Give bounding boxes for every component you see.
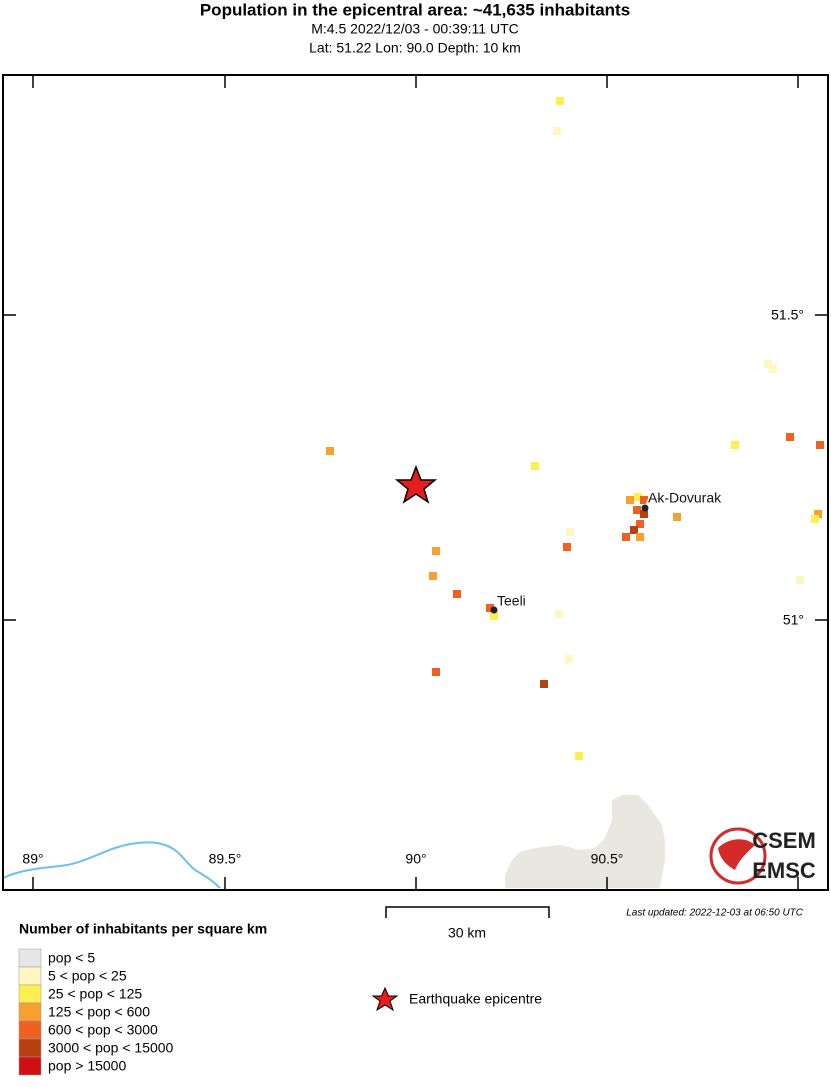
y-label: 51° [783, 612, 804, 628]
population-cell [555, 610, 563, 618]
population-cell [531, 462, 539, 470]
population-cell [816, 441, 824, 449]
x-label: 90.5° [591, 851, 624, 867]
population-cell [429, 572, 437, 580]
scale-bar: 30 km [385, 906, 550, 941]
population-cell [731, 441, 739, 449]
population-cell [486, 604, 494, 612]
population-cell [432, 668, 440, 676]
title: Population in the epicentral area: ~41,6… [200, 0, 630, 19]
low-density-area [505, 795, 665, 888]
legend-title: Number of inhabitants per square km [19, 921, 267, 937]
logo: CSEM EMSC [709, 827, 816, 885]
river [2, 841, 221, 889]
population-cell [630, 526, 638, 534]
scale-line [385, 906, 550, 918]
population-cell [432, 547, 440, 555]
legend-label: 600 < pop < 3000 [48, 1022, 158, 1038]
population-cell [796, 576, 804, 584]
legend-swatch [18, 1002, 42, 1022]
population-cell [326, 447, 334, 455]
population-cell [634, 493, 642, 501]
population-cell [636, 533, 644, 541]
population-cell [786, 433, 794, 441]
legend-swatch [18, 1056, 42, 1076]
city-label: Ak-Dovurak [648, 490, 722, 506]
population-cell [453, 590, 461, 598]
population-cell [640, 496, 648, 504]
population-cell [553, 127, 561, 135]
legend-label: pop < 5 [48, 950, 95, 966]
legend-swatch [18, 948, 42, 968]
y-label: 51.5° [771, 307, 804, 323]
logo-shape [718, 839, 755, 870]
map: Ak-Dovurak Teeli 89° 89.5° 90° 90.5° 51.… [2, 74, 829, 891]
population-cell [811, 515, 819, 523]
logo-text: EMSC [752, 858, 816, 883]
population-cell [556, 97, 564, 105]
population-cell [764, 360, 772, 368]
population-cell [563, 543, 571, 551]
city-label: Teeli [497, 593, 526, 609]
population-cell [565, 655, 573, 663]
population-cell [490, 612, 498, 620]
epicentre-star [394, 464, 438, 504]
map-frame [2, 74, 829, 891]
x-label: 90° [405, 851, 426, 867]
legend-swatch [18, 984, 42, 1004]
scale-label: 30 km [448, 925, 486, 941]
legend-epicentre: Earthquake epicentre [409, 991, 542, 1007]
logo-text: CSEM [752, 828, 816, 853]
city-marker [490, 606, 498, 614]
population-cell [626, 496, 634, 504]
legend-swatch [18, 1020, 42, 1040]
population-cell [540, 680, 548, 688]
legend-swatch [18, 966, 42, 986]
subtitle: M:4.5 2022/12/03 - 00:39:11 UTC [311, 21, 519, 37]
city-marker [641, 504, 649, 512]
ticks [3, 75, 828, 890]
population-cell [673, 513, 681, 521]
legend-swatch [18, 1038, 42, 1058]
population-cell [814, 510, 822, 518]
x-label: 89.5° [209, 851, 242, 867]
x-label: 89° [22, 851, 43, 867]
population-cell [622, 533, 630, 541]
legend-label: 25 < pop < 125 [48, 986, 142, 1002]
legend-star [371, 986, 399, 1012]
population-cell [566, 528, 574, 536]
legend-label: 3000 < pop < 15000 [48, 1040, 174, 1056]
location: Lat: 51.22 Lon: 90.0 Depth: 10 km [309, 40, 521, 56]
legend-label: pop > 15000 [48, 1058, 126, 1074]
updated: Last updated: 2022-12-03 at 06:50 UTC [626, 908, 804, 919]
legend: pop < 5 5 < pop < 25 25 < pop < 125 125 < p… [18, 948, 174, 1076]
population-cell [575, 752, 583, 760]
population-cell [636, 520, 644, 528]
population-cell [640, 510, 648, 518]
population-cell [769, 365, 777, 373]
population-cell [633, 506, 641, 514]
legend-label: 125 < pop < 600 [48, 1004, 150, 1020]
legend-label: 5 < pop < 25 [48, 968, 127, 984]
